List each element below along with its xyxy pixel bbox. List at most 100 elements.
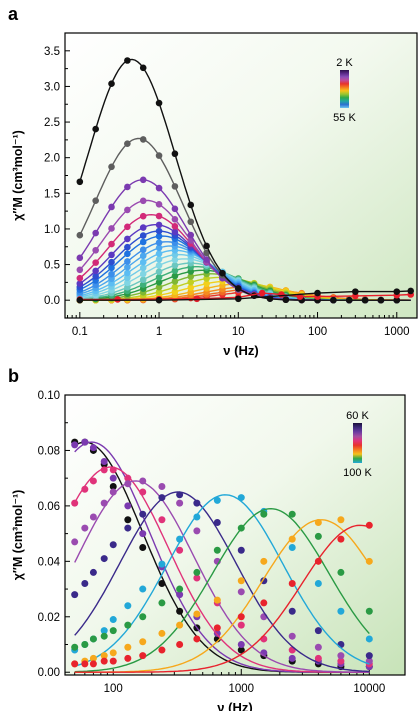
data-point — [237, 524, 245, 532]
data-point — [288, 580, 296, 588]
data-point — [71, 643, 79, 651]
data-point — [139, 543, 147, 551]
data-point — [361, 296, 369, 304]
data-point — [139, 258, 147, 266]
data-point — [337, 657, 345, 665]
x-tick-label: 1000 — [384, 326, 410, 338]
data-point — [155, 212, 163, 220]
data-point — [100, 657, 108, 665]
data-point — [124, 621, 132, 629]
x-axis-label: ν (Hz) — [223, 343, 258, 358]
y-tick-label: 2.5 — [44, 117, 60, 129]
data-point — [81, 524, 89, 532]
data-point — [76, 178, 84, 186]
x-axis-label: ν (Hz) — [217, 700, 252, 711]
plot-frame — [64, 32, 418, 319]
data-point — [76, 266, 84, 274]
data-point — [81, 485, 89, 493]
data-point — [109, 657, 117, 665]
data-point — [155, 232, 163, 240]
data-point — [314, 643, 322, 651]
y-tick-label: 3.5 — [44, 46, 60, 58]
data-point — [92, 246, 99, 254]
data-point — [89, 654, 97, 662]
data-point — [213, 519, 221, 527]
data-point — [237, 646, 245, 654]
data-point — [109, 474, 117, 482]
fit-curve — [79, 58, 411, 301]
data-point — [124, 502, 132, 510]
data-point — [124, 269, 131, 277]
data-point — [155, 283, 163, 291]
data-point — [203, 280, 210, 287]
data-point — [193, 527, 201, 535]
data-point — [234, 285, 242, 292]
data-point — [109, 488, 117, 496]
data-point — [193, 295, 201, 303]
data-point — [139, 276, 147, 284]
data-point — [393, 288, 401, 295]
y-tick-label: 0.06 — [38, 501, 60, 513]
data-point — [139, 252, 147, 260]
data-point — [139, 238, 147, 246]
data-point — [139, 638, 147, 646]
data-point — [345, 296, 353, 304]
data-point — [314, 557, 322, 565]
data-point — [176, 546, 184, 554]
data-point — [92, 197, 99, 204]
y-axis-label: χ″M (cm³mol⁻¹) — [11, 130, 25, 221]
colorbar — [340, 70, 349, 108]
data-point — [108, 251, 115, 259]
data-point — [100, 458, 108, 466]
data-point — [81, 641, 89, 649]
data-point — [92, 259, 99, 266]
data-point — [100, 652, 108, 660]
data-point — [124, 480, 132, 488]
data-point — [139, 652, 147, 660]
data-point — [124, 654, 132, 662]
data-point — [237, 577, 245, 585]
data-point — [337, 641, 345, 649]
data-point — [158, 560, 166, 568]
data-point — [139, 281, 147, 288]
data-point — [109, 649, 117, 657]
data-point — [155, 201, 163, 208]
data-point — [314, 532, 322, 540]
data-point — [158, 516, 166, 524]
data-point — [124, 274, 131, 282]
data-point — [337, 535, 345, 543]
x-tick-label: 10 — [232, 326, 245, 338]
data-point — [171, 205, 179, 213]
data-point — [100, 466, 108, 474]
data-point — [393, 296, 401, 304]
data-point — [114, 296, 121, 303]
data-point — [407, 287, 415, 295]
data-point — [158, 580, 166, 588]
y-tick-label: 0.10 — [38, 390, 60, 402]
colorbar — [353, 423, 362, 463]
data-point — [171, 215, 179, 223]
y-tick-label: 0.04 — [38, 556, 61, 568]
data-point — [109, 616, 117, 624]
data-point — [314, 654, 322, 662]
data-point — [213, 596, 221, 604]
data-point — [124, 602, 132, 610]
data-point — [139, 585, 147, 593]
data-point — [139, 510, 147, 518]
data-point — [89, 635, 97, 643]
data-point — [89, 513, 97, 521]
data-point — [237, 621, 245, 629]
data-point — [282, 296, 290, 304]
x-tick-label: 1000 — [228, 683, 254, 695]
data-point — [89, 477, 97, 485]
colorbar-top-label: 60 K — [346, 410, 369, 422]
fit-curve — [74, 491, 370, 673]
data-point — [108, 163, 115, 171]
x-tick-label: 1 — [156, 326, 162, 338]
data-point — [203, 249, 210, 257]
data-point — [124, 263, 131, 271]
data-point — [176, 535, 184, 543]
data-point — [365, 635, 373, 643]
data-point — [155, 184, 163, 192]
data-point — [81, 580, 89, 588]
